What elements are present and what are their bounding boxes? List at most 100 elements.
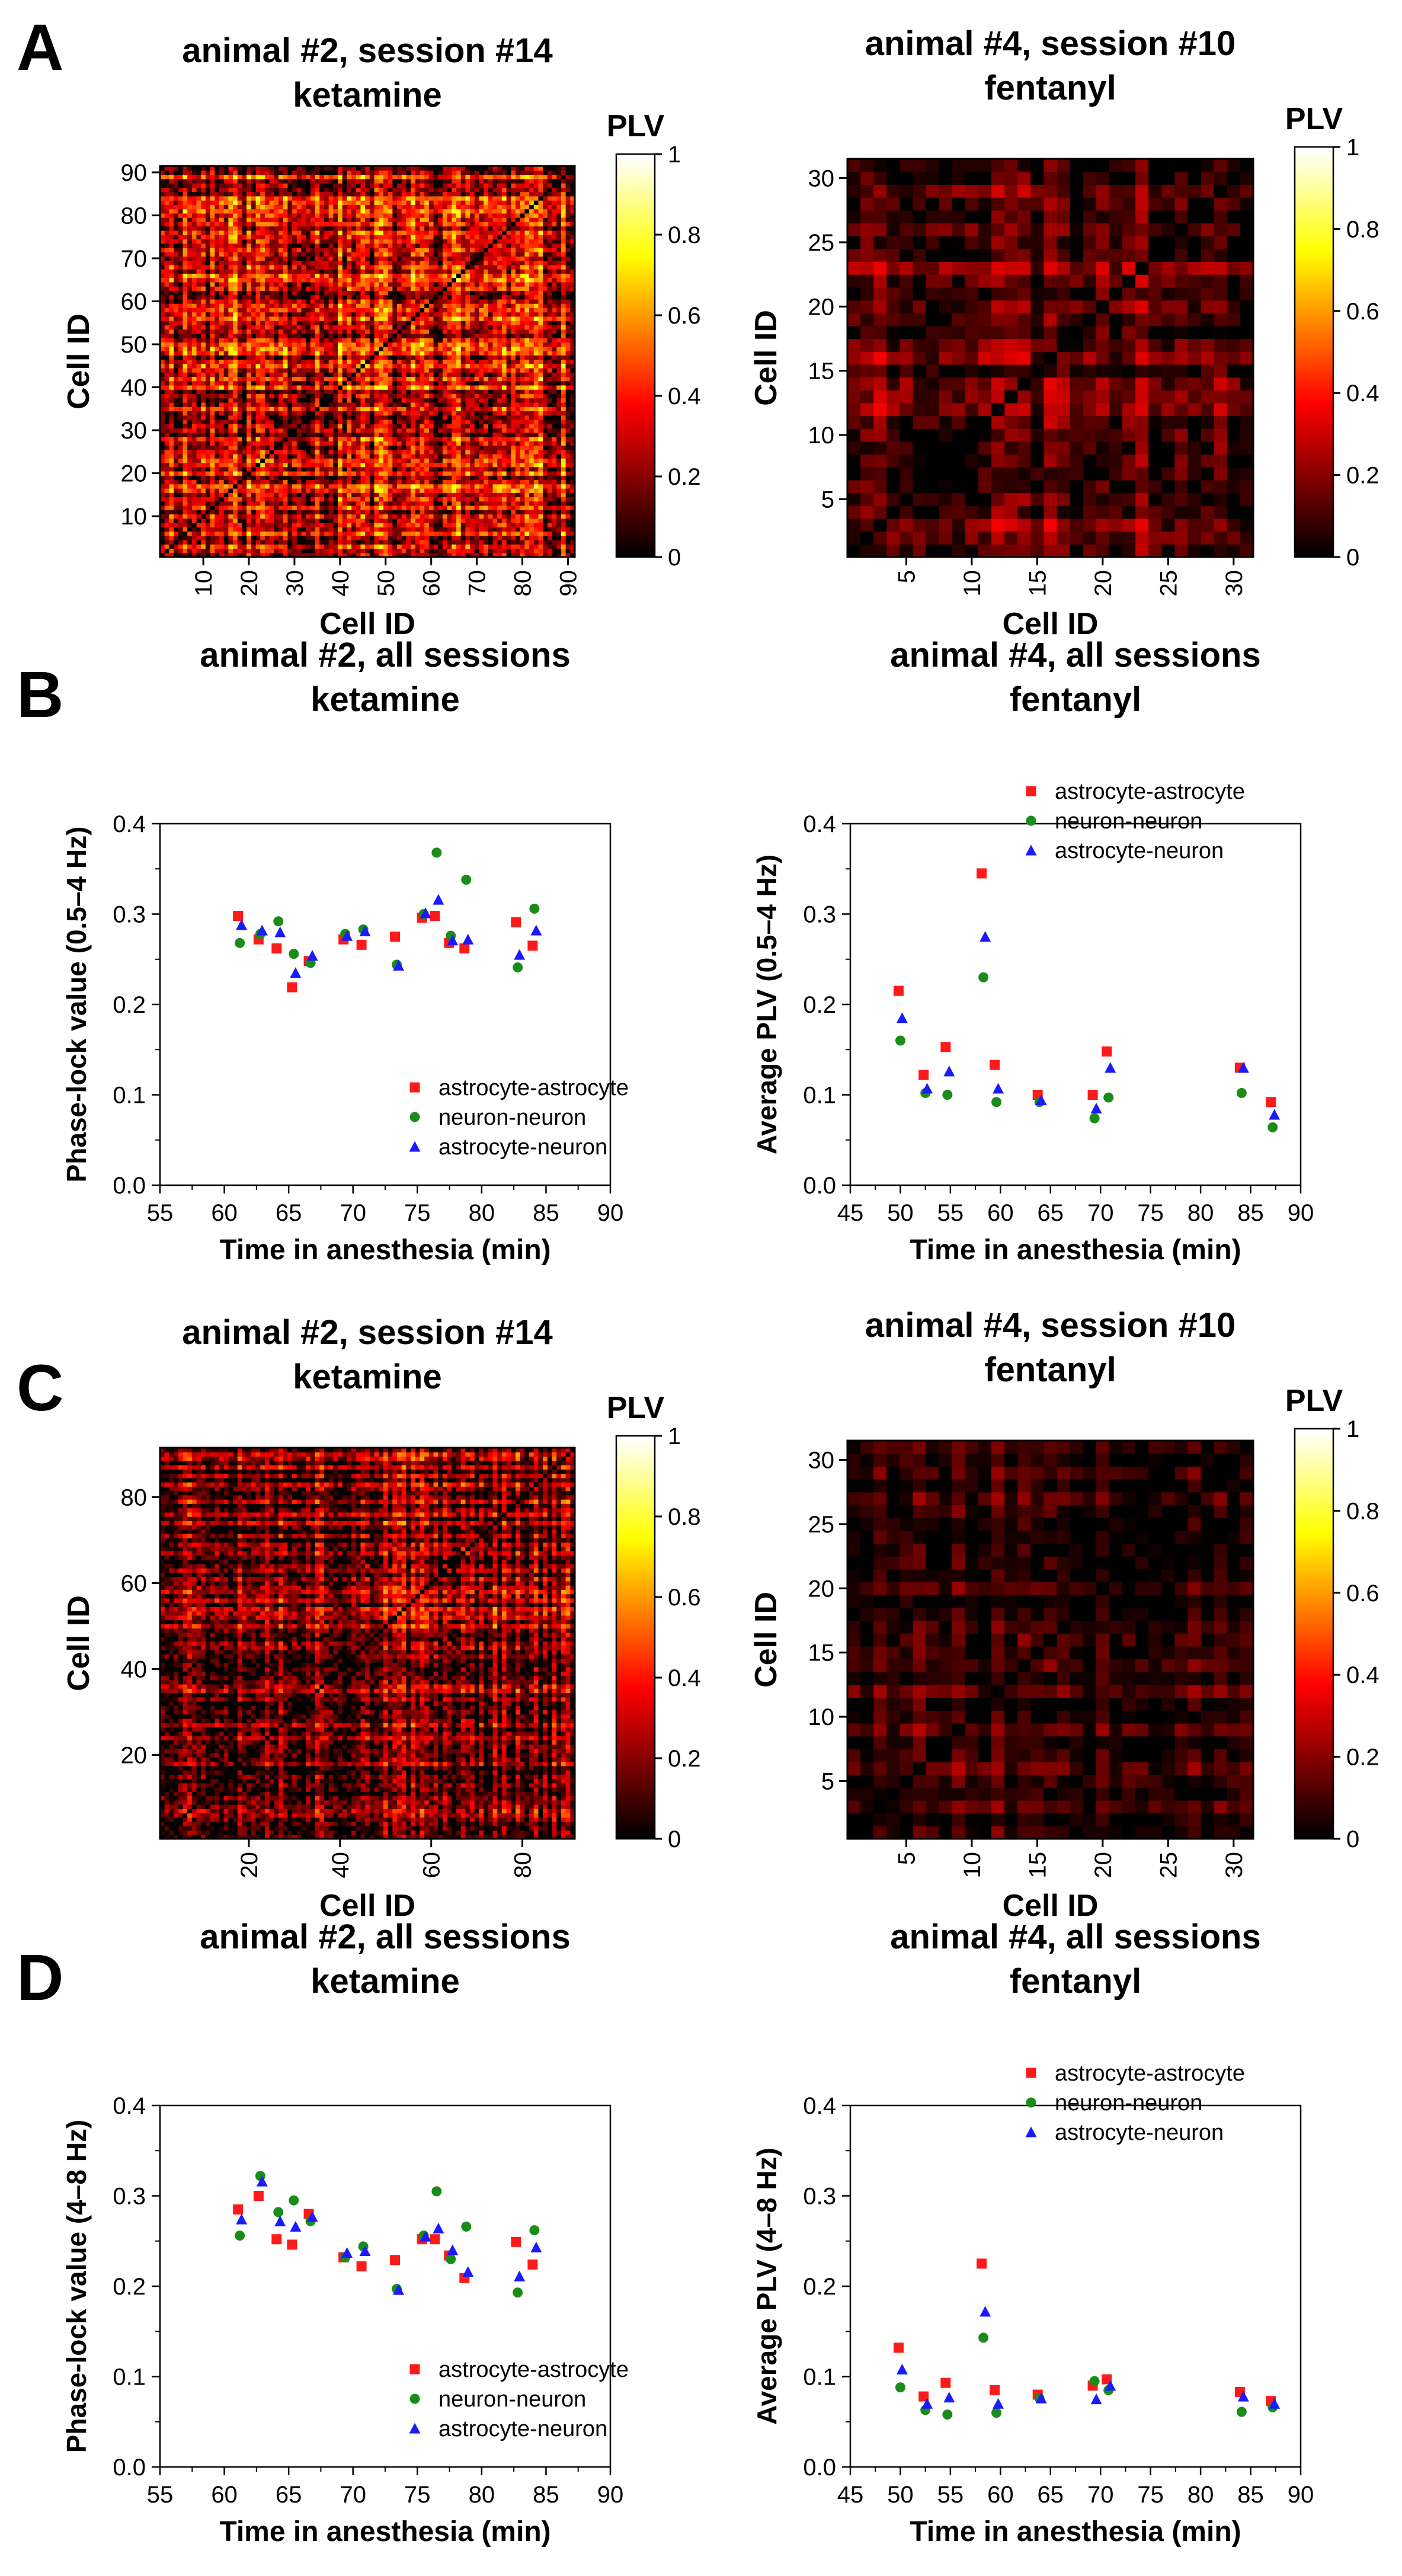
heatmap-cell (524, 407, 529, 411)
heatmap-cell (197, 407, 201, 411)
heatmap-cell (397, 420, 402, 424)
heatmap-cell (274, 424, 279, 428)
heatmap-cell (447, 548, 452, 553)
heatmap-cell (420, 411, 424, 415)
heatmap-cell (402, 428, 406, 433)
heatmap-cell (475, 510, 479, 514)
heatmap-cell (529, 389, 534, 394)
heatmap-cell (283, 475, 288, 480)
heatmap-cell (543, 527, 548, 532)
heatmap-cell (429, 381, 434, 386)
heatmap-cell (306, 467, 311, 472)
heatmap-cell (524, 471, 529, 476)
heatmap-cell (165, 389, 169, 394)
heatmap-cell (233, 536, 238, 540)
heatmap-cell (388, 488, 393, 493)
heatmap-cell (543, 424, 548, 428)
heatmap-cell (475, 393, 479, 398)
heatmap-cell (315, 454, 320, 459)
heatmap-cell (192, 462, 197, 467)
heatmap-cell (443, 531, 447, 536)
heatmap-cell (424, 428, 429, 433)
heatmap-cell (228, 492, 233, 497)
heatmap-cell (552, 467, 557, 472)
heatmap-cell (461, 527, 466, 532)
heatmap-cell (456, 389, 461, 394)
heatmap-cell (434, 393, 438, 398)
heatmap-cell (338, 389, 343, 394)
heatmap-cell (424, 484, 429, 489)
heatmap-cell (452, 437, 456, 441)
heatmap-cell (411, 519, 415, 523)
heatmap-cell (338, 471, 343, 476)
heatmap-cell (197, 381, 201, 386)
heatmap-cell (566, 523, 571, 527)
heatmap-cell (420, 548, 424, 553)
heatmap-cell (534, 540, 539, 545)
heatmap-cell (197, 505, 201, 510)
heatmap-cell (443, 479, 447, 484)
heatmap-cell (370, 433, 374, 437)
heatmap-cell (338, 411, 343, 415)
heatmap-cell (265, 372, 270, 377)
heatmap-cell (224, 492, 229, 497)
heatmap-cell (415, 402, 420, 407)
heatmap-cell (374, 484, 379, 489)
heatmap-cell (370, 402, 374, 407)
heatmap-cell (324, 497, 329, 501)
heatmap-cell (493, 514, 498, 519)
heatmap-cell (351, 497, 356, 501)
heatmap-cell (270, 389, 274, 394)
heatmap-cell (529, 445, 534, 450)
heatmap-cell (548, 376, 552, 381)
heatmap-cell (315, 411, 320, 415)
heatmap-cell (383, 492, 388, 497)
heatmap-cell (201, 415, 206, 420)
heatmap-cell (379, 450, 383, 455)
heatmap-cell (311, 428, 315, 433)
heatmap-cell (479, 548, 484, 553)
heatmap-cell (183, 433, 187, 437)
heatmap-cell (297, 407, 302, 411)
heatmap-cell (524, 510, 529, 514)
heatmap-cell (497, 437, 502, 441)
heatmap-cell (529, 424, 534, 428)
heatmap-cell (183, 411, 187, 415)
heatmap-cell (306, 389, 311, 394)
heatmap-cell (301, 467, 306, 472)
heatmap-cell (461, 458, 466, 463)
heatmap-cell (301, 475, 306, 480)
heatmap-cell (365, 393, 370, 398)
heatmap-cell (511, 381, 516, 386)
heatmap-cell (475, 471, 479, 476)
heatmap-cell (383, 437, 388, 441)
heatmap-cell (524, 527, 529, 532)
heatmap-cell (374, 475, 379, 480)
heatmap-cell (429, 407, 434, 411)
heatmap-cell (548, 523, 552, 527)
heatmap-cell (251, 548, 256, 553)
heatmap-cell (238, 424, 242, 428)
heatmap-cell (297, 479, 302, 484)
heatmap-cell (461, 467, 466, 472)
heatmap-cell (292, 428, 297, 433)
heatmap-cell (210, 389, 215, 394)
heatmap-cell (338, 505, 343, 510)
heatmap-cell (274, 484, 279, 489)
heatmap-cell (165, 411, 169, 415)
heatmap-cell (274, 389, 279, 394)
heatmap-cell (228, 544, 233, 549)
heatmap-cell (379, 497, 383, 501)
heatmap-cell (511, 393, 516, 398)
heatmap-cell (324, 428, 329, 433)
heatmap-cell (438, 531, 443, 536)
heatmap-cell (329, 467, 334, 472)
heatmap-cell (447, 376, 452, 381)
heatmap-cell (370, 381, 374, 386)
heatmap-cell (534, 519, 539, 523)
heatmap-cell (520, 519, 525, 523)
heatmap-cell (187, 415, 192, 420)
heatmap-cell (192, 484, 197, 489)
heatmap-cell (311, 519, 315, 523)
heatmap-cell (566, 445, 571, 450)
